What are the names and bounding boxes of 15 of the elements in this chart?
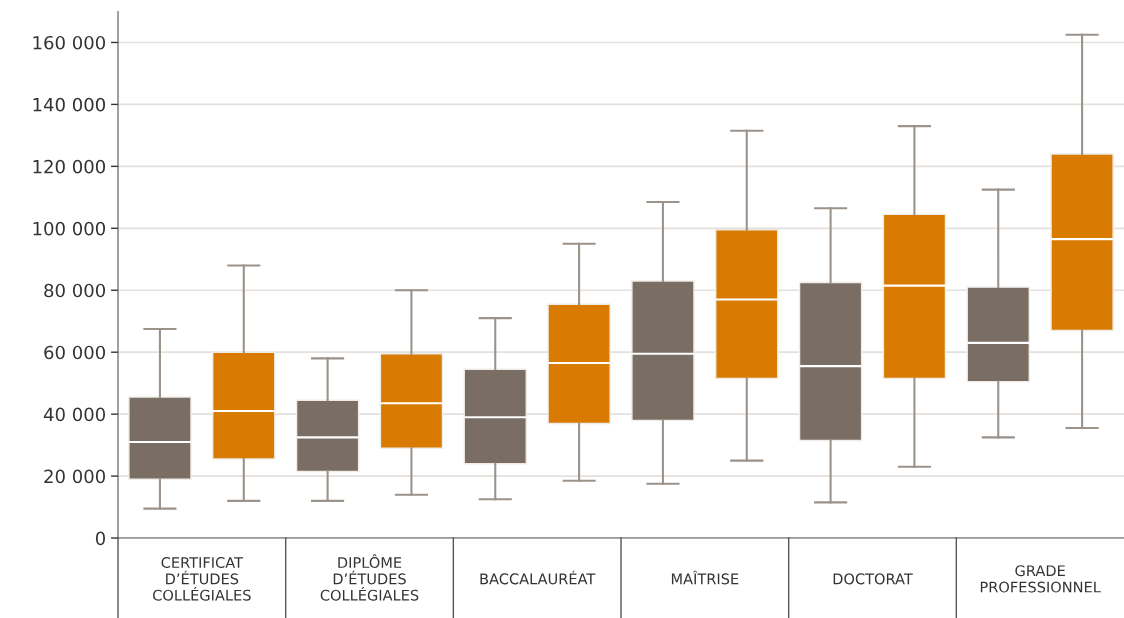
- y-tick-label: 40 000: [43, 407, 106, 422]
- x-tick-label: DIPLÔME D’ÉTUDES COLLÉGIALES: [320, 554, 419, 601]
- y-tick-label: 60 000: [44, 345, 106, 360]
- x-tick-label: MAÎTRISE: [671, 570, 739, 585]
- y-tick-label: 140 000: [33, 97, 106, 112]
- y-tick-label: 0: [95, 531, 106, 546]
- y-tick-label: 80 000: [44, 283, 106, 298]
- y-tick-label: 20 000: [44, 469, 106, 484]
- x-tick-label: BACCALAURÉAT: [480, 570, 596, 585]
- y-tick-label: 160 000: [33, 35, 106, 50]
- x-tick-label: GRADE PROFESSIONNEL: [980, 565, 1101, 593]
- x-tick-label: CERTIFICAT D’ÉTUDES COLLÉGIALES: [153, 557, 251, 601]
- y-tick-label: 120 000: [33, 159, 106, 174]
- x-tick-label: DOCTORAT: [833, 573, 913, 585]
- y-tick-label: 100 000: [33, 221, 106, 236]
